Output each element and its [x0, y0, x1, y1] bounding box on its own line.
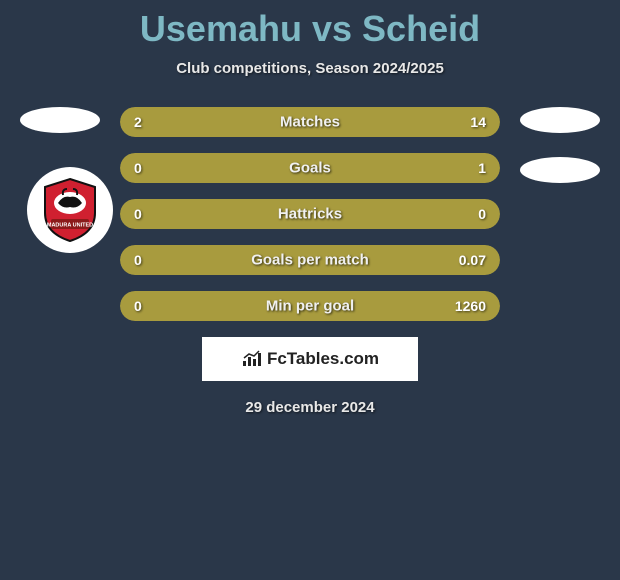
stat-label: Goals per match [251, 252, 369, 269]
vs-text: vs [312, 8, 352, 49]
player2-club-placeholder [520, 157, 600, 183]
stat-bar-left [120, 107, 168, 137]
stats-area: MADURA UNITED 2 14 Matches 0 1 Goals 0 0 Hattric… [0, 107, 620, 321]
player1-name: Usemahu [140, 8, 302, 49]
stat-row: 0 0.07 Goals per match [120, 245, 500, 275]
chart-icon [241, 350, 263, 368]
stat-value-right: 0.07 [459, 252, 486, 268]
stat-value-left: 0 [134, 298, 142, 314]
stat-value-right: 1260 [455, 298, 486, 314]
stat-value-left: 0 [134, 206, 142, 222]
stat-value-left: 0 [134, 160, 142, 176]
stat-value-right: 14 [470, 114, 486, 130]
player2-name: Scheid [362, 8, 480, 49]
title: Usemahu vs Scheid [0, 8, 620, 50]
player1-flag-placeholder [20, 107, 100, 133]
stat-label: Matches [280, 114, 340, 131]
stat-label: Hattricks [278, 206, 342, 223]
brand-logo: FcTables.com [202, 337, 418, 381]
brand-text: FcTables.com [267, 349, 379, 369]
subtitle: Club competitions, Season 2024/2025 [0, 60, 620, 77]
stat-row: 0 1260 Min per goal [120, 291, 500, 321]
stat-value-right: 0 [478, 206, 486, 222]
player1-club-badge: MADURA UNITED [27, 167, 113, 253]
stat-row: 0 1 Goals [120, 153, 500, 183]
player2-flag-placeholder [520, 107, 600, 133]
svg-text:MADURA UNITED: MADURA UNITED [47, 223, 93, 229]
stat-row: 0 0 Hattricks [120, 199, 500, 229]
stat-value-right: 1 [478, 160, 486, 176]
stat-label: Min per goal [266, 298, 354, 315]
comparison-infographic: Usemahu vs Scheid Club competitions, Sea… [0, 0, 620, 416]
stat-row: 2 14 Matches [120, 107, 500, 137]
stat-value-left: 2 [134, 114, 142, 130]
stat-value-left: 0 [134, 252, 142, 268]
club-logo-icon: MADURA UNITED [35, 175, 105, 245]
stat-label: Goals [289, 160, 331, 177]
date-text: 29 december 2024 [0, 399, 620, 416]
